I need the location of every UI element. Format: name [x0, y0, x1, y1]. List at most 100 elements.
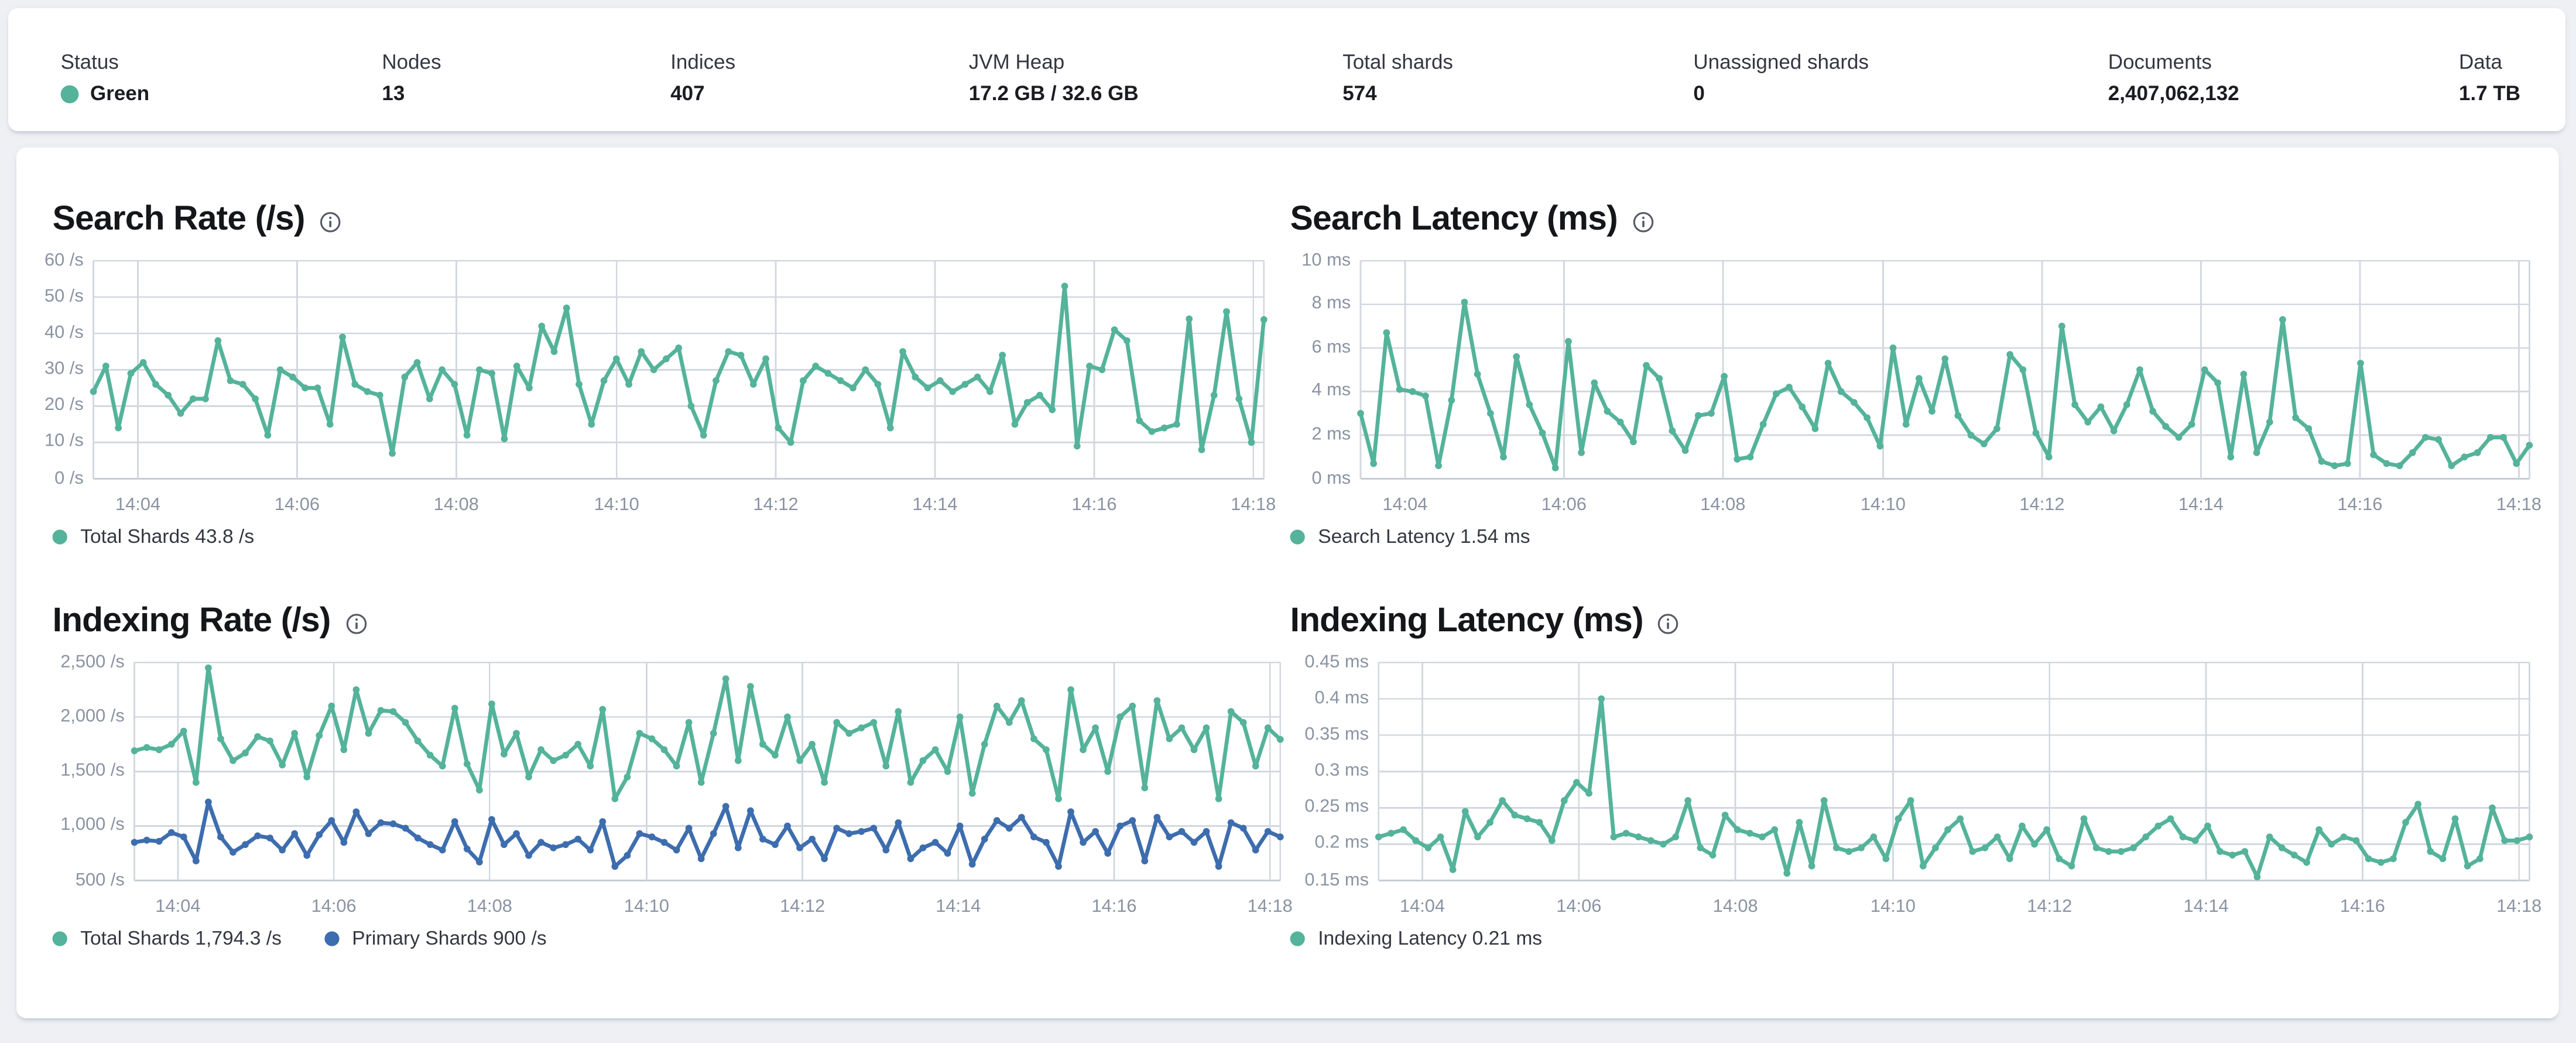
search-rate-s-xtick: 14:18 [1231, 495, 1276, 515]
indexing-rate-s-ytick: 1,500 /s [60, 761, 125, 781]
legend-dot [52, 529, 67, 544]
indexing-rate-s-title: Indexing Rate (/s) [53, 600, 367, 643]
indexing-rate-s-ytick: 1,000 /s [60, 815, 125, 835]
search-rate-s-xtick: 14:04 [115, 495, 161, 515]
search-rate-s-ytick: 20 /s [44, 395, 84, 415]
metrics-charts-panel: Search Rate (/s) 0 /s 10 /s 20 /s 30 /s 40 /s… [16, 148, 2559, 1018]
search-latency-ms-xtick: 14:18 [2496, 495, 2541, 515]
summary-value-nodes: 13 [382, 82, 405, 105]
search-rate-s-xtick: 14:16 [1071, 495, 1117, 515]
search-rate-s-ytick: 10 /s [44, 432, 84, 452]
search-rate-s-xtick: 14:12 [753, 495, 799, 515]
legend-label: Total Shards 43.8 /s [80, 525, 255, 548]
legend-dot [1290, 931, 1305, 946]
indexing-rate-s-xtick: 14:14 [936, 897, 981, 917]
search-latency-ms-xtick: 14:12 [2019, 495, 2065, 515]
summary-label-nodes: Nodes [382, 50, 441, 74]
info-icon[interactable] [320, 211, 341, 232]
indexing-rate-s-xtick: 14:12 [780, 897, 825, 917]
summary-label-unassigned-shards: Unassigned shards [1693, 50, 1869, 74]
summary-label-jvm-heap: JVM Heap [968, 50, 1065, 74]
search-latency-ms-legend-item-0: Search Latency 1.54 ms [1290, 525, 1530, 548]
indexing-latency-ms-ytick: 0.35 ms [1304, 724, 1369, 744]
summary-label-status: Status [60, 50, 119, 74]
indexing-latency-ms-xtick: 14:14 [2183, 897, 2229, 917]
search-rate-s-title-text: Search Rate (/s) [52, 200, 306, 238]
search-latency-ms-ytick: 4 ms [1311, 381, 1351, 401]
indexing-latency-ms-xtick: 14:12 [2027, 897, 2073, 917]
indexing-latency-ms-xtick: 14:16 [2339, 897, 2385, 917]
search-latency-ms-xtick: 14:04 [1382, 495, 1428, 515]
summary-item-documents: Documents 2,407,062,132 [2108, 51, 2239, 107]
legend-label: Indexing Latency 0.21 ms [1318, 926, 1543, 950]
summary-label-indices: Indices [670, 50, 736, 74]
search-rate-s-ytick: 0 /s [54, 468, 84, 488]
search-latency-ms-title: Search Latency (ms) [1290, 199, 1654, 241]
indexing-rate-s-xtick: 14:04 [155, 897, 201, 917]
indexing-rate-s-series-total-shards [131, 664, 1284, 802]
legend-dot [1290, 529, 1305, 544]
indexing-rate-s-legend: Total Shards 1,794.3 /s Primary Shards 90… [52, 926, 547, 950]
indexing-rate-s-ytick: 2,500 /s [60, 652, 125, 672]
search-rate-s-title: Search Rate (/s) [53, 199, 341, 241]
search-latency-ms-ytick: 10 ms [1301, 250, 1351, 270]
info-icon[interactable] [1658, 613, 1679, 634]
search-rate-s-legend: Total Shards 43.8 /s [52, 525, 255, 548]
indexing-latency-ms-chart[interactable] [1375, 661, 2533, 881]
indexing-latency-ms-ytick: 0.25 ms [1304, 797, 1369, 817]
search-latency-ms-ytick: 6 ms [1311, 337, 1351, 357]
search-rate-s-xtick: 14:08 [433, 495, 479, 515]
indexing-rate-s-title-text: Indexing Rate (/s) [52, 601, 331, 640]
search-latency-ms-xtick: 14:14 [2178, 495, 2224, 515]
summary-value-status: Green [90, 82, 150, 105]
indexing-rate-s-xtick: 14:08 [467, 897, 512, 917]
indexing-latency-ms-legend-item-0: Indexing Latency 0.21 ms [1290, 926, 1543, 950]
indexing-rate-s-xtick: 14:18 [1247, 897, 1293, 917]
summary-item-total-shards: Total shards 574 [1342, 51, 1453, 107]
search-rate-s-legend-item-0: Total Shards 43.8 /s [52, 525, 255, 548]
summary-value-jvm-heap: 17.2 GB / 32.6 GB [968, 82, 1139, 105]
search-rate-s-series-total-shards [90, 282, 1268, 457]
search-latency-ms-xtick: 14:08 [1700, 495, 1746, 515]
search-rate-s-ytick: 30 /s [44, 359, 84, 379]
info-icon[interactable] [345, 613, 366, 634]
search-latency-ms-chart[interactable] [1357, 259, 2533, 480]
indexing-latency-ms-title: Indexing Latency (ms) [1290, 600, 1680, 643]
search-rate-s-xtick: 14:06 [274, 495, 320, 515]
legend-label: Primary Shards 900 /s [352, 926, 547, 950]
search-rate-s-ytick: 40 /s [44, 323, 84, 343]
legend-label: Total Shards 1,794.3 /s [80, 926, 282, 950]
indexing-latency-ms-xtick: 14:18 [2496, 897, 2542, 917]
legend-dot [52, 931, 67, 946]
summary-value-total-shards: 574 [1342, 82, 1377, 105]
search-latency-ms-ytick: 8 ms [1311, 293, 1351, 314]
indexing-rate-s-xtick: 14:16 [1091, 897, 1137, 917]
search-rate-s-ytick: 50 /s [44, 286, 84, 306]
indexing-latency-ms-title-text: Indexing Latency (ms) [1290, 601, 1644, 640]
search-latency-ms-xtick: 14:06 [1541, 495, 1587, 515]
indexing-rate-s-xtick: 14:10 [624, 897, 669, 917]
search-latency-ms-series-search-latency [1357, 299, 2533, 471]
search-latency-ms-ytick: 0 ms [1311, 468, 1351, 488]
cluster-summary-bar: Status Green Nodes 13 Indices 407 JVM Heap 17.2… [8, 8, 2565, 131]
summary-item-data: Data 1.7 TB [2459, 51, 2520, 107]
summary-label-documents: Documents [2108, 50, 2212, 74]
search-latency-ms-legend: Search Latency 1.54 ms [1290, 525, 1530, 548]
search-rate-s-ytick: 60 /s [44, 250, 84, 270]
indexing-latency-ms-ytick: 0.45 ms [1304, 652, 1369, 672]
summary-value-data: 1.7 TB [2459, 82, 2521, 105]
indexing-latency-ms-xtick: 14:06 [1556, 897, 1602, 917]
info-icon[interactable] [1632, 211, 1653, 232]
search-rate-s-chart[interactable] [90, 259, 1268, 480]
indexing-rate-s-legend-item-1: Primary Shards 900 /s [324, 926, 547, 949]
indexing-rate-s-chart[interactable] [131, 661, 1284, 881]
indexing-latency-ms-ytick: 0.4 ms [1314, 688, 1369, 708]
summary-label-data: Data [2459, 50, 2502, 74]
indexing-latency-ms-ytick: 0.2 ms [1314, 833, 1369, 853]
indexing-latency-ms-series-indexing-latency [1375, 695, 2533, 881]
summary-value-unassigned-shards: 0 [1693, 82, 1705, 105]
summary-item-nodes: Nodes 13 [382, 51, 441, 107]
summary-label-total-shards: Total shards [1342, 50, 1453, 74]
search-rate-s-xtick: 14:14 [912, 495, 958, 515]
